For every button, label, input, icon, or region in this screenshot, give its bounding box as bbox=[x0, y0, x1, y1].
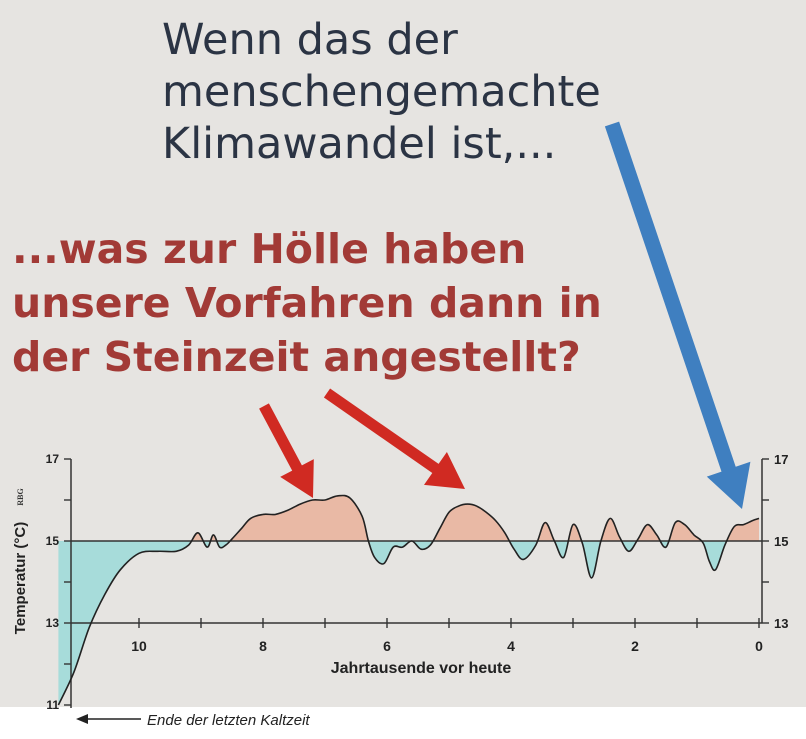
cool-anomaly-fill bbox=[58, 541, 759, 705]
subline-line-1: ...was zur Hölle haben bbox=[12, 225, 527, 273]
x-tick-label: 0 bbox=[755, 638, 763, 654]
y-axis-title: Temperatur (°C) bbox=[12, 522, 29, 634]
headline: Wenn das der menschengemachte Klimawande… bbox=[162, 14, 601, 170]
red-arrow-right bbox=[323, 388, 465, 489]
x-tick-label: 8 bbox=[259, 638, 267, 654]
bottom-strip bbox=[0, 707, 806, 739]
blue-arrow bbox=[604, 121, 751, 509]
warm-anomaly-fill bbox=[58, 495, 759, 541]
subline: ...was zur Hölle haben unsere Vorfahren … bbox=[12, 222, 602, 384]
x-tick-label: 2 bbox=[631, 638, 639, 654]
red-arrow-left bbox=[259, 403, 314, 498]
subline-line-2: unsere Vorfahren dann in bbox=[12, 279, 602, 327]
temperature-line bbox=[57, 494, 760, 706]
headline-line-3: Klimawandel ist,... bbox=[162, 119, 557, 169]
y-tick-label-left: 11 bbox=[46, 698, 59, 712]
rbg-mark: RBG bbox=[16, 488, 25, 505]
y-tick-label-right: 15 bbox=[774, 534, 788, 549]
y-tick-label-right: 17 bbox=[774, 452, 788, 467]
y-tick-label-left: 17 bbox=[46, 452, 60, 466]
y-tick-label-left: 15 bbox=[46, 534, 60, 548]
kaltzeit-pointer-head bbox=[76, 714, 88, 724]
x-axis-title: Jahrtausende vor heute bbox=[331, 660, 512, 677]
y-tick-label-left: 13 bbox=[46, 616, 60, 630]
kaltzeit-annotation: Ende der letzten Kaltzeit bbox=[147, 712, 310, 729]
x-tick-label: 10 bbox=[131, 638, 147, 654]
headline-line-2: menschengemachte bbox=[162, 67, 601, 117]
y-tick-label-right: 13 bbox=[774, 616, 788, 631]
x-tick-label: 4 bbox=[507, 638, 515, 654]
subline-line-3: der Steinzeit angestellt? bbox=[12, 333, 581, 381]
x-tick-label: 6 bbox=[383, 638, 391, 654]
headline-line-1: Wenn das der bbox=[162, 15, 458, 65]
